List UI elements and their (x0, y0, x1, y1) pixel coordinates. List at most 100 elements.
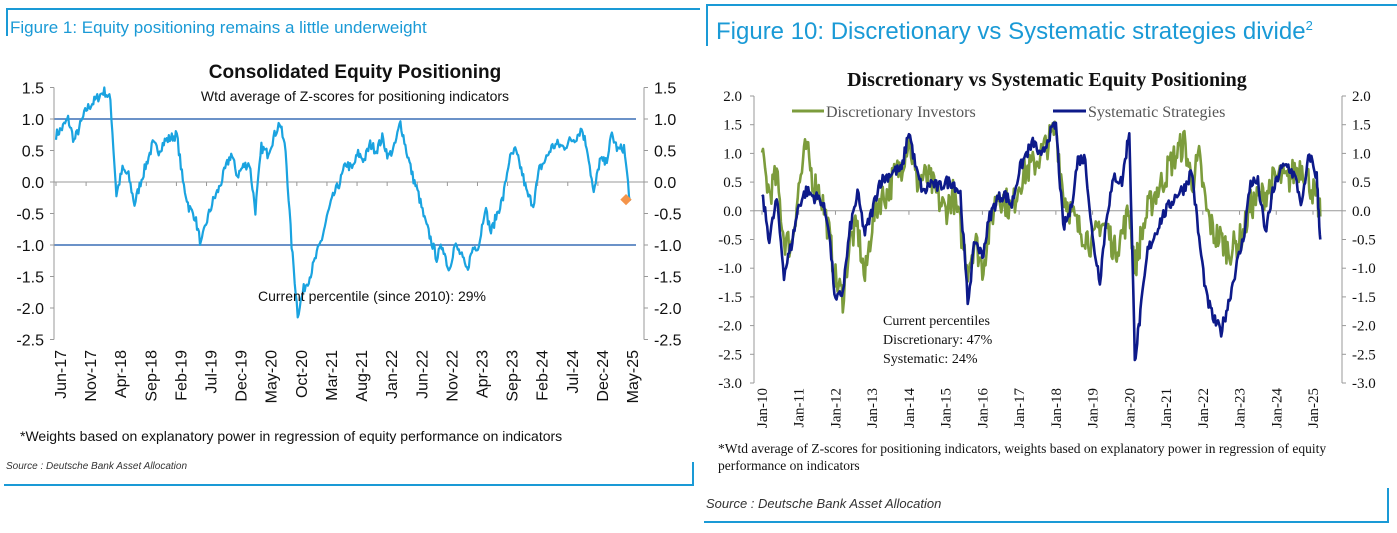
x-tick-label: Jan-19 (1086, 388, 1102, 428)
chart-annotation-line-2: Discretionary: 47% (883, 333, 993, 348)
x-tick-label: Mar-21 (324, 350, 341, 401)
x-tick-label: Jan-22 (384, 350, 401, 399)
figure-title-footnote-ref: 2 (1305, 18, 1313, 33)
y-tick-label-left: 0.5 (22, 144, 44, 161)
source-note: Source : Deutsche Bank Asset Allocation (706, 496, 942, 511)
y-tick-label-left: 1.0 (22, 112, 44, 129)
y-tick-label-left: 0.0 (22, 175, 44, 192)
y-tick-label-left: 1.0 (723, 146, 742, 162)
chart-footnote: *Wtd average of Z-scores for positioning… (718, 441, 1327, 473)
y-tick-label-right: -2.0 (1352, 319, 1376, 335)
consolidated-positioning-chart: Consolidated Equity Positioning Wtd aver… (16, 62, 682, 403)
figure-title: Figure 10: Discretionary vs Systematic s… (716, 18, 1313, 46)
x-tick-label: May-20 (264, 350, 281, 403)
y-tick-label-right: -2.0 (654, 301, 682, 318)
frame-left (6, 8, 8, 36)
x-tick-label: May-25 (625, 350, 642, 403)
y-tick-label-right: -0.5 (654, 207, 682, 224)
y-tick-label-left: -2.0 (16, 301, 44, 318)
x-tick-label: Jan-21 (1159, 388, 1175, 428)
x-tick-label: Nov-22 (444, 350, 461, 402)
x-tick-label: Dec-19 (234, 350, 251, 402)
figure-10-panel: Figure 10: Discretionary vs Systematic s… (700, 0, 1397, 533)
y-tick-label-left: -2.5 (16, 333, 44, 350)
frame-top (706, 4, 1397, 6)
x-tick-label: Feb-19 (173, 350, 190, 401)
x-tick-label: Oct-20 (294, 350, 311, 398)
x-tick-label: Jan-17 (1012, 388, 1028, 428)
y-tick-label-left: -1.0 (718, 261, 742, 277)
x-tick-label: Jan-24 (1269, 388, 1285, 428)
y-tick-label-right: -1.0 (1352, 261, 1376, 277)
y-tick-label-right: 2.0 (1352, 89, 1371, 105)
chart-footnote: *Weights based on explanatory power in r… (20, 428, 563, 444)
y-tick-label-left: 0.0 (723, 204, 742, 220)
x-tick-label: Jun-22 (414, 350, 431, 399)
y-tick-label-right: 0.0 (1352, 204, 1371, 220)
series-line-consolidated (54, 86, 632, 319)
y-tick-label-right: 1.5 (1352, 118, 1371, 134)
x-tick-label: Jan-20 (1122, 388, 1138, 428)
chart-title: Discretionary vs Systematic Equity Posit… (847, 69, 1247, 91)
chart-annotation-line-1: Current percentiles (883, 314, 990, 329)
figure-title: Figure 1: Equity positioning remains a l… (10, 18, 427, 37)
figure-1-panel: Figure 1: Equity positioning remains a l… (0, 0, 700, 500)
chart-annotation-line-3: Systematic: 24% (883, 352, 978, 367)
x-tick-label: Sep-23 (505, 350, 522, 402)
frame-bottom (4, 484, 694, 486)
frame-top (6, 8, 700, 10)
y-tick-label-right: 0.5 (654, 144, 676, 161)
y-tick-label-right: 0.5 (1352, 175, 1371, 191)
x-tick-label: Jan-14 (902, 388, 918, 428)
x-tick-label: Jan-18 (1049, 388, 1065, 428)
x-tick-label: Jan-22 (1196, 388, 1212, 428)
x-tick-label: Feb-24 (535, 350, 552, 401)
frame-bottom (704, 521, 1389, 523)
y-tick-label-left: 1.5 (723, 118, 742, 134)
frame-left (706, 4, 708, 46)
series-line-systematic (761, 121, 1322, 362)
x-tick-label: Jan-25 (1306, 388, 1322, 428)
x-tick-label: Jan-12 (828, 388, 844, 428)
y-tick-label-right: -3.0 (1352, 376, 1376, 392)
chart-subtitle: Wtd average of Z-scores for positioning … (201, 88, 509, 104)
y-tick-label-right: -2.5 (1352, 347, 1376, 363)
x-tick-label: Jan-13 (865, 388, 881, 428)
x-tick-label: Apr-23 (474, 350, 491, 398)
legend-label-discretionary: Discretionary Investors (826, 104, 976, 121)
y-tick-label-right: -1.5 (654, 270, 682, 287)
y-tick-label-right: 1.0 (1352, 146, 1371, 162)
x-tick-label: Jan-11 (792, 388, 808, 427)
legend-label-systematic: Systematic Strategies (1088, 104, 1225, 121)
y-tick-label-left: -1.0 (16, 238, 44, 255)
x-tick-label: Jan-23 (1233, 388, 1249, 428)
x-tick-label: Nov-17 (83, 350, 100, 402)
y-tick-label-right: 1.5 (654, 81, 676, 98)
series-line-discretionary (760, 120, 1322, 314)
x-tick-label: Jun-17 (53, 350, 70, 399)
y-tick-label-left: -1.5 (718, 290, 742, 306)
y-tick-label-right: 0.0 (654, 175, 676, 192)
y-tick-label-left: -0.5 (718, 233, 742, 249)
frame-right (692, 462, 694, 485)
y-tick-label-right: -0.5 (1352, 233, 1376, 249)
x-tick-label: Apr-18 (113, 350, 130, 398)
x-tick-label: Sep-18 (143, 350, 160, 402)
y-tick-label-right: -2.5 (654, 333, 682, 350)
y-tick-label-right: -1.0 (654, 238, 682, 255)
x-tick-label: Jan-10 (755, 388, 771, 428)
x-tick-label: Aug-21 (354, 350, 371, 402)
x-tick-label: Jan-16 (975, 388, 991, 428)
y-tick-label-left: -0.5 (16, 207, 44, 224)
x-tick-label: Jul-24 (565, 350, 582, 394)
y-tick-label-left: 1.5 (22, 81, 44, 98)
x-tick-label: Jan-15 (939, 388, 955, 428)
y-tick-label-right: -1.5 (1352, 290, 1376, 306)
y-tick-label-left: 0.5 (723, 175, 742, 191)
discretionary-vs-systematic-chart: Discretionary vs Systematic Equity Posit… (718, 69, 1376, 428)
y-tick-label-left: -2.5 (718, 347, 742, 363)
current-value-marker (620, 193, 632, 206)
y-tick-label-left: 2.0 (723, 89, 742, 105)
y-tick-label-left: -3.0 (718, 376, 742, 392)
y-tick-label-right: 1.0 (654, 112, 676, 129)
